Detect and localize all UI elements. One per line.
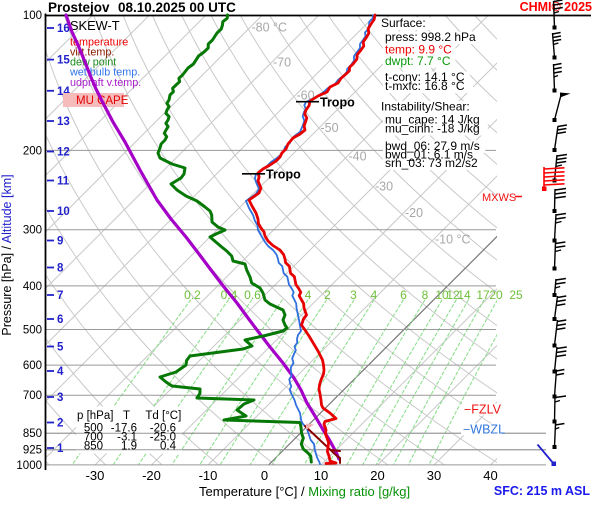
svg-text:12: 12	[57, 147, 70, 159]
svg-text:14: 14	[457, 288, 471, 302]
svg-text:SFC: 215 m ASL: SFC: 215 m ASL	[494, 484, 590, 498]
svg-text:500: 500	[23, 325, 42, 337]
svg-text:9: 9	[57, 236, 63, 248]
svg-text:-30: -30	[375, 180, 393, 194]
svg-text:40: 40	[483, 468, 497, 483]
svg-text:srh_03: 73 m2/s2: srh_03: 73 m2/s2	[385, 156, 478, 170]
svg-text:10: 10	[57, 206, 70, 218]
svg-text:8: 8	[57, 263, 64, 275]
svg-text:400: 400	[23, 281, 42, 293]
svg-text:25: 25	[509, 288, 523, 302]
svg-text:0.6: 0.6	[244, 288, 261, 302]
svg-text:11: 11	[57, 176, 70, 188]
svg-text:1.9: 1.9	[121, 441, 137, 453]
svg-text:MXWS: MXWS	[482, 192, 516, 204]
svg-text:1: 1	[57, 443, 64, 455]
svg-text:Pressure [hPa] / Altitude [k: Pressure [hPa] / Altitude [km]	[0, 174, 14, 335]
svg-text:-40: -40	[349, 150, 367, 164]
svg-text:T: T	[123, 410, 130, 422]
svg-text:925: 925	[23, 445, 42, 457]
svg-text:3: 3	[57, 392, 63, 404]
svg-text:-10: -10	[199, 468, 218, 483]
svg-text:−FZLV: −FZLV	[464, 403, 502, 417]
svg-text:850: 850	[84, 441, 103, 453]
svg-text:0: 0	[261, 468, 268, 483]
svg-text:4: 4	[57, 366, 64, 378]
svg-text:Temperature [°C] / Mixing ra: Temperature [°C] / Mixing ratio [g/kg]	[199, 484, 410, 499]
svg-text:Tropo: Tropo	[266, 168, 301, 182]
svg-text:Td [°C]: Td [°C]	[145, 410, 181, 422]
svg-text:SKEW-T: SKEW-T	[70, 18, 120, 33]
svg-text:10: 10	[314, 468, 328, 483]
svg-text:100: 100	[23, 10, 42, 22]
svg-text:Surface:: Surface:	[381, 16, 426, 30]
svg-text:p [hPa]: p [hPa]	[77, 410, 113, 422]
svg-text:-30: -30	[86, 468, 105, 483]
svg-text:8: 8	[422, 288, 429, 302]
svg-text:300: 300	[23, 225, 42, 237]
svg-text:2: 2	[57, 418, 63, 430]
svg-text:6: 6	[57, 314, 63, 326]
svg-text:17: 17	[476, 288, 490, 302]
svg-text:7: 7	[57, 290, 63, 302]
svg-text:700: 700	[23, 390, 42, 402]
svg-text:−WBZL: −WBZL	[463, 423, 505, 437]
svg-text:6: 6	[400, 288, 407, 302]
svg-text:20: 20	[489, 288, 503, 302]
svg-text:-10 °C: -10 °C	[435, 233, 471, 247]
svg-text:1000: 1000	[16, 460, 42, 472]
svg-text:-20: -20	[405, 206, 423, 220]
svg-text:dwpt: 7.7 °C: dwpt: 7.7 °C	[385, 54, 451, 68]
svg-text:udpraft v.temp.: udpraft v.temp.	[70, 77, 141, 89]
svg-text:mu_cinh: -18 J/kg: mu_cinh: -18 J/kg	[385, 122, 480, 136]
svg-text:2: 2	[324, 288, 331, 302]
svg-text:200: 200	[23, 145, 42, 157]
svg-text:13: 13	[57, 116, 70, 128]
svg-text:4: 4	[305, 288, 312, 302]
svg-text:Tropo: Tropo	[320, 96, 355, 110]
svg-text:15: 15	[57, 55, 70, 67]
svg-text:t-mxfc: 16.8 °C: t-mxfc: 16.8 °C	[385, 79, 465, 93]
svg-text:0.4: 0.4	[160, 441, 177, 453]
svg-text:4: 4	[371, 288, 378, 302]
svg-text:-20: -20	[142, 468, 161, 483]
svg-text:Prostejov: Prostejov	[48, 0, 110, 15]
svg-text:-70: -70	[273, 56, 291, 70]
svg-text:20: 20	[370, 468, 384, 483]
svg-text:3: 3	[350, 288, 357, 302]
svg-text:-50: -50	[321, 121, 339, 135]
svg-text:850: 850	[23, 428, 42, 440]
svg-text:5: 5	[57, 342, 64, 354]
svg-text:08.10.2025 00 UTC: 08.10.2025 00 UTC	[118, 0, 236, 15]
svg-text:30: 30	[427, 468, 441, 483]
svg-text:-80 °C: -80 °C	[252, 21, 288, 35]
svg-text:0.2: 0.2	[184, 288, 201, 302]
svg-text:600: 600	[23, 360, 42, 372]
